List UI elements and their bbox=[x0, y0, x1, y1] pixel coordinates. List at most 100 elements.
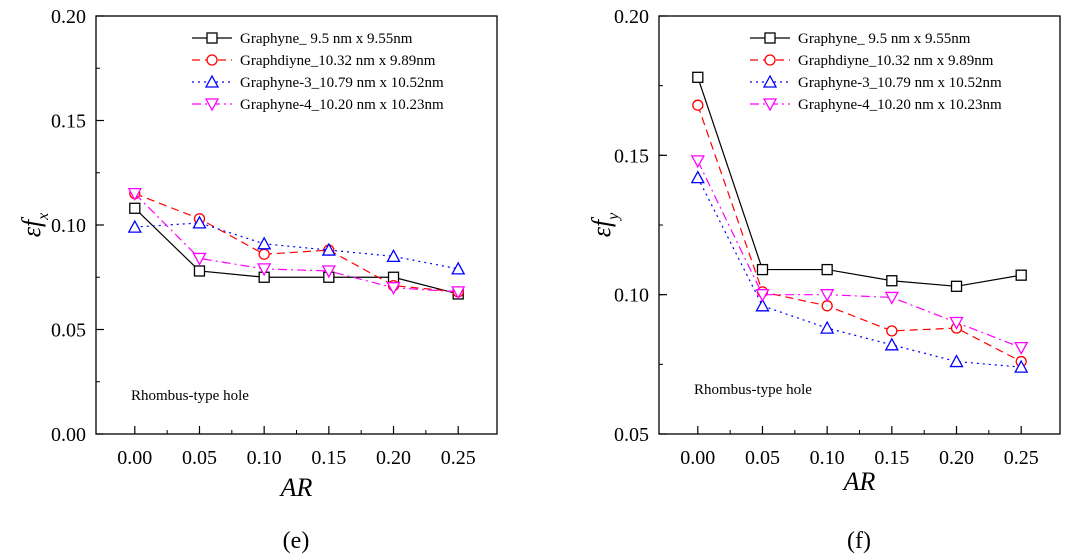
x-axis-title: AR bbox=[842, 467, 876, 496]
y-tick-label: 0.15 bbox=[51, 111, 86, 133]
series-1 bbox=[692, 71, 1027, 292]
series-line bbox=[697, 77, 1022, 287]
data-point bbox=[884, 291, 899, 305]
series-line bbox=[134, 222, 459, 270]
y-axis-title-subscript: x bbox=[35, 213, 52, 221]
data-point bbox=[820, 289, 835, 303]
legend-label: Graphyne-3_10.79 nm x 10.52nm bbox=[798, 75, 1002, 91]
y-axis-title-subscript: y bbox=[605, 212, 622, 222]
x-tick-label: 0.15 bbox=[874, 447, 909, 469]
y-axis-title: εfx bbox=[17, 213, 52, 238]
series-4 bbox=[690, 155, 1029, 355]
data-point bbox=[1015, 269, 1027, 281]
legend-marker bbox=[764, 54, 776, 66]
series-2 bbox=[129, 187, 464, 298]
data-point bbox=[821, 263, 833, 276]
data-point bbox=[193, 265, 206, 277]
legend-marker bbox=[204, 74, 220, 88]
legend-label: Graphyne_ 9.5 nm x 9.55nm bbox=[798, 31, 971, 47]
legend-label: Graphdiyne_10.32 nm x 9.89nm bbox=[240, 53, 436, 69]
series-4 bbox=[127, 187, 466, 300]
data-point bbox=[690, 155, 705, 169]
data-point bbox=[692, 71, 704, 83]
y-axis-title-main: εf bbox=[17, 216, 46, 237]
data-point bbox=[949, 354, 964, 368]
annotation: Rhombus-type hole bbox=[131, 388, 249, 404]
x-tick-label: 0.00 bbox=[680, 447, 715, 469]
series-line bbox=[134, 193, 459, 293]
y-tick-label: 0.15 bbox=[614, 145, 649, 167]
data-point bbox=[821, 300, 833, 312]
data-point bbox=[258, 248, 270, 260]
legend-marker bbox=[762, 98, 778, 112]
data-point bbox=[257, 263, 272, 277]
legend: Graphyne_ 9.5 nm x 9.55nm Graphdiyne_10.3… bbox=[750, 31, 1002, 113]
y-tick-label: 0.00 bbox=[51, 424, 86, 446]
legend-label: Graphyne-4_10.20 nm x 10.23nm bbox=[798, 97, 1002, 113]
panel-caption: (e) bbox=[283, 528, 310, 554]
legend-label: Graphyne-3_10.79 nm x 10.52nm bbox=[240, 75, 444, 91]
y-tick-label: 0.20 bbox=[614, 6, 649, 28]
legend-marker bbox=[762, 74, 778, 88]
data-point bbox=[690, 170, 705, 184]
x-tick-label: 0.00 bbox=[117, 447, 152, 469]
data-point bbox=[127, 187, 142, 202]
panel-caption: (f) bbox=[847, 528, 871, 554]
chart-panel-2: 0.05 0.10 0.15 0.20 0.00 0.05 0.10 0.15 0.20 0.25… bbox=[587, 6, 1061, 554]
series-3 bbox=[690, 170, 1029, 373]
series-2 bbox=[692, 99, 1027, 368]
legend-marker bbox=[206, 54, 218, 66]
y-tick-label: 0.20 bbox=[51, 6, 86, 28]
data-point bbox=[192, 252, 207, 266]
data-point bbox=[756, 263, 769, 276]
legend-marker bbox=[206, 32, 218, 44]
data-point bbox=[755, 298, 770, 312]
x-tick-label: 0.10 bbox=[810, 447, 845, 469]
data-point bbox=[755, 289, 770, 303]
legend-marker bbox=[204, 98, 220, 112]
y-axis-title-main: εf bbox=[587, 216, 616, 237]
x-tick-label: 0.05 bbox=[745, 447, 780, 469]
y-tick-label: 0.10 bbox=[614, 285, 649, 307]
x-tick-label: 0.10 bbox=[247, 447, 282, 469]
annotation: Rhombus-type hole bbox=[694, 382, 812, 398]
data-point bbox=[886, 325, 898, 337]
legend-marker bbox=[764, 32, 776, 44]
x-tick-label: 0.20 bbox=[939, 447, 974, 469]
series-line bbox=[697, 177, 1022, 368]
data-point bbox=[386, 248, 401, 263]
x-tick-label: 0.20 bbox=[376, 447, 411, 469]
data-point bbox=[386, 282, 401, 296]
data-point bbox=[321, 242, 336, 256]
data-point bbox=[1014, 359, 1029, 373]
data-point bbox=[129, 202, 141, 214]
data-point bbox=[127, 219, 142, 233]
data-point bbox=[321, 265, 336, 279]
y-tick-label: 0.05 bbox=[614, 424, 649, 446]
x-tick-label: 0.15 bbox=[311, 447, 346, 469]
data-point bbox=[451, 261, 466, 275]
legend-label: Graphyne_ 9.5 nm x 9.55nm bbox=[240, 31, 413, 47]
legend-label: Graphdiyne_10.32 nm x 9.89nm bbox=[798, 53, 994, 69]
series-line bbox=[697, 160, 1022, 349]
series-1 bbox=[129, 202, 464, 300]
y-tick-label: 0.05 bbox=[51, 320, 86, 342]
series-line bbox=[134, 193, 459, 293]
legend-label: Graphyne-4_10.20 nm x 10.23nm bbox=[240, 97, 444, 113]
series-3 bbox=[127, 215, 466, 275]
x-tick-label: 0.25 bbox=[1004, 447, 1039, 469]
data-point bbox=[192, 215, 207, 229]
chart-panel-1: 0.00 0.05 0.10 0.15 0.20 0.00 0.05 0.10 0.15 0.20… bbox=[17, 6, 498, 554]
legend: Graphyne_ 9.5 nm x 9.55nm Graphdiyne_10.3… bbox=[192, 31, 444, 113]
y-tick-label: 0.10 bbox=[51, 215, 86, 237]
data-point bbox=[820, 320, 835, 334]
data-point bbox=[257, 236, 272, 250]
series-line bbox=[697, 104, 1022, 363]
data-point bbox=[451, 286, 466, 300]
data-point bbox=[950, 280, 963, 292]
data-point bbox=[949, 316, 964, 330]
data-point bbox=[1014, 341, 1029, 355]
x-tick-label: 0.05 bbox=[182, 447, 217, 469]
x-axis-title: AR bbox=[279, 473, 313, 502]
